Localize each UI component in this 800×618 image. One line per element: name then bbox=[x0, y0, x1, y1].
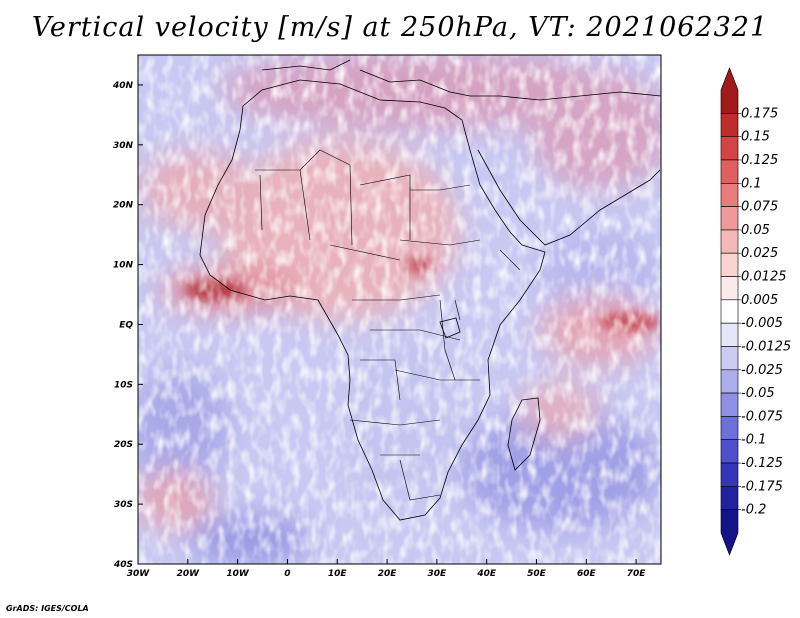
colorbar-swatch bbox=[720, 229, 739, 254]
map-frame bbox=[137, 54, 662, 565]
internal-borders bbox=[255, 149, 521, 501]
lat-tick-label: 20N bbox=[113, 201, 134, 211]
lon-tick-label: 20E bbox=[378, 569, 398, 579]
colorbar-label: -0.1 bbox=[741, 433, 766, 448]
colorbar-label: 0.15 bbox=[741, 130, 770, 145]
lat-tick-label: 40S bbox=[113, 560, 133, 570]
colorbar-label: -0.075 bbox=[741, 409, 783, 424]
colorbar-label: 0.05 bbox=[741, 223, 770, 238]
colorbar: 0.175 0.15 0.125 0.1 0.075 0.05 0.025 0.0125 0.0… bbox=[720, 67, 791, 556]
lat-tick-label: 30S bbox=[114, 500, 133, 510]
colorbar-swatch bbox=[720, 369, 739, 394]
colorbar-label: -0.175 bbox=[741, 479, 783, 494]
colorbar-swatch bbox=[720, 252, 739, 277]
colorbar-swatch bbox=[720, 113, 739, 137]
chart-title: Vertical velocity [m/s] at 250hPa, VT: 2… bbox=[31, 12, 769, 43]
lon-tick-label: 40E bbox=[476, 569, 497, 579]
arabian-peninsula-coastline bbox=[477, 149, 661, 246]
colorbar-label: 0.125 bbox=[741, 153, 778, 168]
colorbar-label: -0.005 bbox=[741, 316, 783, 331]
colorbar-swatch bbox=[720, 67, 739, 114]
colorbar-label: 0.1 bbox=[741, 176, 762, 191]
colorbar-label: 0.025 bbox=[741, 246, 778, 261]
colorbar-swatch bbox=[720, 462, 739, 487]
lon-tick-label: 20W bbox=[177, 569, 201, 579]
colorbar-label: -0.05 bbox=[741, 386, 775, 401]
colorbar-swatch bbox=[720, 486, 739, 510]
lon-tick-label: 0 bbox=[284, 569, 290, 579]
colorbar-swatch bbox=[720, 322, 739, 347]
colorbar-swatch bbox=[720, 299, 739, 324]
colorbar-label: 0.0125 bbox=[741, 270, 787, 285]
velocity-field bbox=[138, 55, 661, 564]
lat-tick-label: 20S bbox=[114, 440, 133, 450]
colorbar-swatch bbox=[720, 206, 739, 231]
colorbar-label: 0.175 bbox=[741, 106, 778, 121]
colorbar-swatch bbox=[720, 509, 739, 556]
grads-credit: GrADS: IGES/COLA bbox=[6, 604, 89, 613]
coastlines-and-borders bbox=[199, 59, 661, 521]
lon-tick-label: 60E bbox=[577, 569, 597, 579]
lat-tick-label: 10N bbox=[113, 261, 134, 271]
lon-tick-label: 10W bbox=[226, 569, 250, 579]
lon-tick-label: 70E bbox=[627, 569, 647, 579]
colorbar-swatch bbox=[720, 346, 739, 371]
lon-tick-label: 30W bbox=[127, 569, 151, 579]
colorbar-swatch bbox=[720, 392, 739, 417]
lon-tick-label: 30E bbox=[428, 569, 448, 579]
colorbar-swatch bbox=[720, 136, 739, 161]
lake-victoria bbox=[439, 317, 461, 339]
longitude-axis: 30W 20W 10W 0 10E 20E 30E 40E 50E 60E 70E bbox=[127, 559, 647, 579]
colorbar-swatch bbox=[720, 416, 739, 441]
colorbar-swatch bbox=[720, 159, 739, 184]
lat-tick-label: EQ bbox=[119, 320, 133, 330]
africa-coastline-outline bbox=[199, 79, 546, 521]
colorbar-label: -0.2 bbox=[741, 503, 766, 518]
lat-tick-label: 10S bbox=[114, 380, 133, 390]
colorbar-label: 0.005 bbox=[741, 293, 778, 308]
lat-tick-label: 40N bbox=[112, 81, 134, 91]
mediterranean-north-coast bbox=[261, 59, 661, 101]
latitude-axis: 40N 30N 20N 10N EQ 10S 20S 30S 40S bbox=[112, 81, 143, 570]
colorbar-label: -0.0125 bbox=[741, 339, 791, 354]
colorbar-label: 0.075 bbox=[741, 200, 778, 215]
lon-tick-label: 50E bbox=[527, 569, 547, 579]
colorbar-label: -0.125 bbox=[741, 456, 783, 471]
madagascar-outline bbox=[507, 397, 541, 471]
lon-tick-label: 10E bbox=[328, 569, 348, 579]
lat-tick-label: 30N bbox=[113, 141, 134, 151]
colorbar-label: -0.025 bbox=[741, 363, 783, 378]
colorbar-swatch bbox=[720, 439, 739, 464]
colorbar-swatch bbox=[720, 182, 739, 207]
colorbar-swatch bbox=[720, 276, 739, 301]
